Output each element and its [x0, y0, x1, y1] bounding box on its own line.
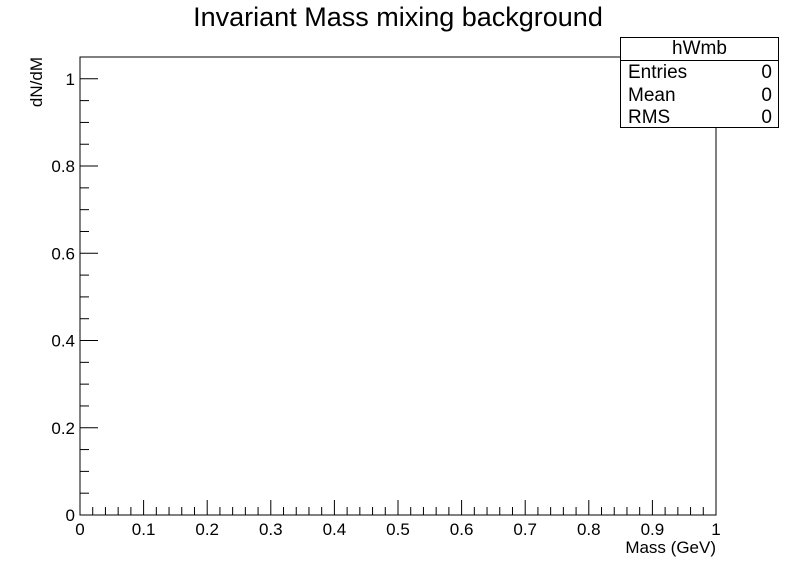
- y-axis-label: dN/dM: [27, 57, 46, 107]
- stats-row-mean: Mean 0: [621, 84, 778, 107]
- x-tick-label: 0.7: [513, 520, 537, 539]
- x-tick-label: 0.2: [195, 520, 219, 539]
- stats-label: Mean: [628, 84, 676, 106]
- x-tick-label: 0.9: [641, 520, 665, 539]
- x-tick-label: 1: [711, 520, 720, 539]
- x-tick-label: 0.3: [259, 520, 283, 539]
- x-tick-label: 0.4: [323, 520, 347, 539]
- y-tick-label: 0.2: [51, 419, 75, 438]
- y-tick-label: 0.8: [51, 157, 75, 176]
- y-tick-label: 1: [66, 70, 75, 89]
- chart-title: Invariant Mass mixing background: [193, 2, 603, 32]
- x-tick-label: 0.1: [132, 520, 156, 539]
- stats-row-rms: RMS 0: [621, 106, 778, 129]
- stats-label: Entries: [628, 62, 688, 83]
- y-tick-label: 0.4: [51, 332, 75, 351]
- x-axis-label: Mass (GeV): [625, 538, 716, 557]
- stats-box-name: hWmb: [621, 38, 778, 61]
- y-axis: 0 0.2 0.4 0.6 0.8 1: [51, 56, 98, 525]
- x-tick-label: 0.8: [577, 520, 601, 539]
- stats-row-entries: Entries 0: [621, 61, 778, 84]
- stats-value: 0: [761, 84, 772, 106]
- x-axis: 0 0.1 0.2 0.3 0.4 0.5 0.6 0.7 0.8 0.9 1: [75, 500, 721, 539]
- y-tick-label: 0.6: [51, 244, 75, 263]
- stats-label: RMS: [628, 107, 671, 128]
- x-tick-label: 0: [75, 520, 84, 539]
- stats-value: 0: [761, 107, 772, 128]
- stats-box: hWmb Entries 0 Mean 0 RMS 0: [620, 37, 779, 128]
- x-tick-label: 0.5: [386, 520, 410, 539]
- x-tick-label: 0.6: [450, 520, 474, 539]
- y-tick-label: 0: [66, 506, 75, 525]
- stats-value: 0: [761, 62, 772, 83]
